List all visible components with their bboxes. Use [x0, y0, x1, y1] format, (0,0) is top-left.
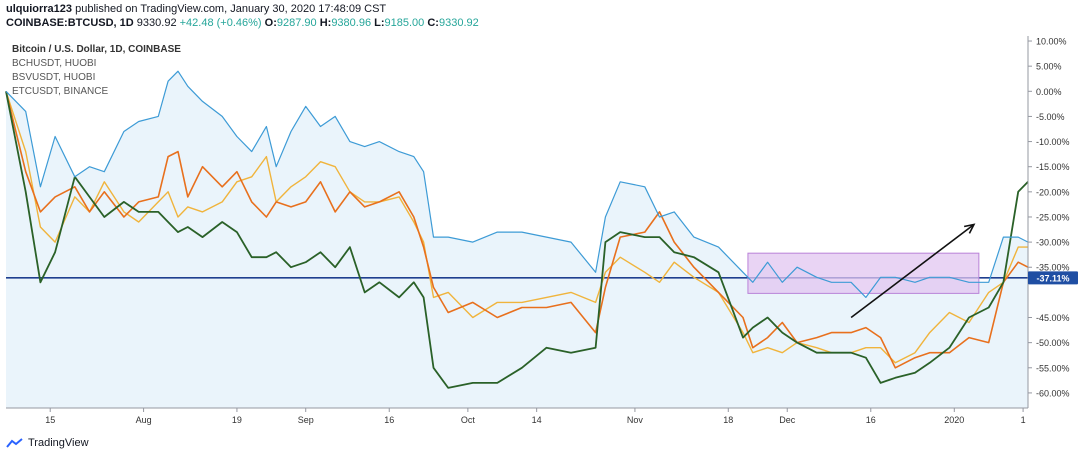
x-tick-label: 1	[1021, 415, 1026, 425]
tradingview-brand: TradingView	[28, 437, 89, 449]
y-tick-label: -55.00%	[1036, 363, 1070, 373]
publish-info: published on TradingView.com, January 30…	[75, 3, 387, 15]
legend-item-etc[interactable]: ETCUSDT, BINANCE	[12, 86, 109, 97]
x-tick-label: Dec	[779, 415, 796, 425]
close-label: C:	[427, 17, 439, 29]
current-value-badge	[1028, 271, 1078, 285]
low-label: L:	[374, 17, 385, 29]
price-change: +42.48 (+0.46%)	[179, 17, 262, 29]
x-tick-label: 19	[232, 415, 242, 425]
trend-arrow-head	[963, 223, 976, 234]
y-tick-label: -10.00%	[1036, 137, 1070, 147]
x-tick-label: 2020	[944, 415, 964, 425]
open-value: 9287.90	[276, 17, 317, 29]
close-value: 9330.92	[438, 17, 479, 29]
y-tick-label: 10.00%	[1036, 37, 1067, 47]
ohlc-line: COINBASE:BTCUSD, 1D 9330.92 +42.48 (+0.4…	[6, 17, 479, 29]
x-tick-label: Aug	[136, 415, 152, 425]
high-value: 9380.96	[331, 17, 372, 29]
last-price: 9330.92	[136, 17, 177, 29]
x-tick-label: Nov	[627, 415, 644, 425]
y-tick-label: -20.00%	[1036, 187, 1070, 197]
x-tick-label: 16	[384, 415, 394, 425]
author-name[interactable]: ulquiorra123	[6, 3, 73, 15]
tradingview-logo-icon	[6, 438, 23, 448]
y-tick-label: -5.00%	[1036, 112, 1065, 122]
legend-item-bsv[interactable]: BSVUSDT, HUOBI	[12, 72, 96, 83]
tradingview-footer[interactable]: TradingView	[6, 437, 89, 449]
y-tick-label: -60.00%	[1036, 388, 1070, 398]
y-tick-label: -30.00%	[1036, 238, 1070, 248]
high-label: H:	[319, 17, 332, 29]
range-box	[747, 252, 980, 294]
y-tick-label: 0.00%	[1036, 87, 1062, 97]
x-tick-label: Oct	[461, 415, 476, 425]
bsv-line	[5, 91, 1028, 364]
y-tick-label: -45.00%	[1036, 313, 1070, 323]
open-label: O:	[264, 17, 277, 29]
current-value-label: -37.11%	[1036, 273, 1069, 283]
low-value: 9185.00	[384, 17, 425, 29]
legend-item-bch[interactable]: BCHUSDT, HUOBI	[12, 58, 97, 69]
bch-line	[5, 91, 1029, 369]
x-tick-label: 15	[45, 415, 55, 425]
btc-line	[5, 70, 1029, 298]
etc-line	[5, 91, 1029, 389]
trend-arrow-shaft	[850, 223, 975, 319]
x-tick-label: Sep	[298, 415, 314, 425]
symbol-label: COINBASE:BTCUSD, 1D	[6, 17, 134, 29]
publish-line: ulquiorra123 published on TradingView.co…	[6, 3, 386, 15]
x-tick-label: 18	[723, 415, 733, 425]
y-tick-label: -25.00%	[1036, 212, 1070, 222]
y-tick-label: -15.00%	[1036, 162, 1070, 172]
legend-main-series[interactable]: Bitcoin / U.S. Dollar, 1D, COINBASE	[12, 44, 181, 55]
x-tick-label: 16	[866, 415, 876, 425]
x-tick-label: 14	[532, 415, 542, 425]
y-tick-label: -50.00%	[1036, 338, 1070, 348]
y-tick-label: 5.00%	[1036, 62, 1062, 72]
y-tick-label: -35.00%	[1036, 263, 1070, 273]
